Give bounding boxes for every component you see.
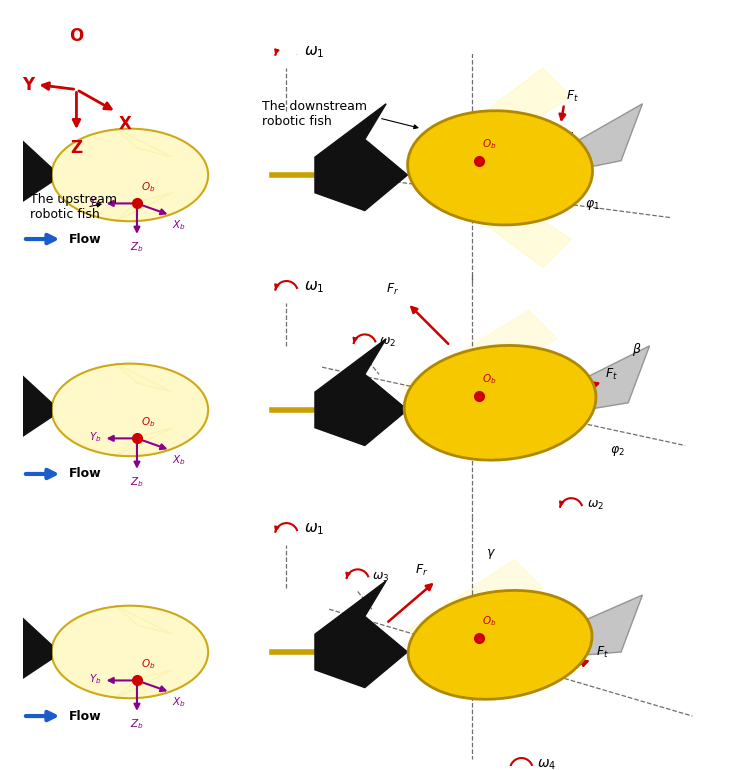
Text: $O_b$: $O_b$: [482, 373, 497, 387]
Ellipse shape: [408, 111, 593, 225]
Text: $Y_b$: $Y_b$: [89, 195, 102, 209]
Text: $\varphi_1$: $\varphi_1$: [585, 198, 600, 212]
Text: Flow: Flow: [69, 233, 102, 246]
Text: $\omega_1$: $\omega_1$: [304, 44, 324, 59]
Text: $X_b$: $X_b$: [172, 454, 186, 467]
Polygon shape: [116, 129, 173, 157]
Text: Flow: Flow: [69, 467, 102, 480]
Text: $Z_b$: $Z_b$: [472, 443, 485, 457]
Ellipse shape: [51, 606, 208, 698]
Polygon shape: [315, 581, 408, 688]
Polygon shape: [528, 595, 643, 659]
Text: Z: Z: [70, 139, 82, 157]
Text: $Z_b$: $Z_b$: [472, 685, 485, 699]
Text: $F_t$: $F_t$: [565, 89, 578, 104]
Polygon shape: [408, 560, 543, 638]
Text: $O_b$: $O_b$: [482, 138, 497, 152]
Text: $Z_b$: $Z_b$: [130, 476, 143, 490]
Polygon shape: [543, 104, 643, 175]
Text: $F_r$: $F_r$: [414, 563, 428, 578]
Text: Flow: Flow: [69, 709, 102, 722]
Text: $F_t$: $F_t$: [606, 367, 618, 382]
Polygon shape: [315, 339, 408, 446]
Text: $Z_b$: $Z_b$: [472, 208, 485, 222]
Text: The downstream
robotic fish: The downstream robotic fish: [261, 100, 367, 128]
Text: $Y_b$: $Y_b$: [421, 152, 434, 166]
Text: The upstream
robotic fish: The upstream robotic fish: [30, 192, 117, 221]
Text: Y: Y: [22, 75, 34, 93]
Text: $\omega_1$: $\omega_1$: [304, 279, 324, 295]
Text: $\omega_3$: $\omega_3$: [372, 571, 390, 584]
Ellipse shape: [404, 346, 596, 460]
Text: $Y_b$: $Y_b$: [89, 430, 102, 444]
Polygon shape: [116, 363, 173, 392]
Polygon shape: [0, 602, 51, 681]
Text: $\gamma$: $\gamma$: [485, 547, 496, 561]
Text: $O_b$: $O_b$: [140, 658, 155, 671]
Text: $X_b$: $X_b$: [523, 179, 538, 193]
Text: $X_b$: $X_b$: [523, 657, 538, 671]
Polygon shape: [414, 69, 572, 164]
Text: $\alpha$: $\alpha$: [564, 129, 575, 142]
Text: $Y_b$: $Y_b$: [421, 387, 434, 401]
Text: $\omega_2$: $\omega_2$: [379, 336, 396, 349]
Polygon shape: [400, 310, 557, 396]
Text: $\omega_1$: $\omega_1$: [488, 0, 509, 2]
Text: $\varphi_2$: $\varphi_2$: [610, 444, 625, 457]
Polygon shape: [116, 427, 173, 456]
Polygon shape: [414, 172, 572, 267]
Text: $X_b$: $X_b$: [523, 414, 538, 428]
Text: $\omega_2$: $\omega_2$: [587, 499, 604, 512]
Text: $O_b$: $O_b$: [482, 614, 497, 628]
Text: $F_r$: $F_r$: [386, 281, 399, 296]
Text: O: O: [69, 27, 84, 45]
Text: $Z_b$: $Z_b$: [130, 718, 143, 731]
Text: $\omega_1$: $\omega_1$: [304, 521, 324, 537]
Polygon shape: [315, 104, 408, 210]
Polygon shape: [116, 192, 173, 221]
Text: $Y_b$: $Y_b$: [421, 629, 434, 643]
Text: $O_b$: $O_b$: [140, 180, 155, 194]
Ellipse shape: [51, 129, 208, 221]
Polygon shape: [535, 346, 649, 417]
Text: $X_b$: $X_b$: [172, 695, 186, 709]
Text: $O_b$: $O_b$: [140, 415, 155, 429]
Polygon shape: [0, 125, 51, 203]
Text: $\beta$: $\beta$: [632, 341, 642, 358]
Polygon shape: [116, 606, 173, 634]
Text: $F_t$: $F_t$: [596, 644, 609, 660]
Polygon shape: [0, 360, 51, 438]
Polygon shape: [116, 670, 173, 698]
Text: $X_b$: $X_b$: [172, 219, 186, 232]
Text: $\omega_4$: $\omega_4$: [537, 758, 556, 770]
Ellipse shape: [51, 363, 208, 456]
Text: $Z_b$: $Z_b$: [130, 241, 143, 254]
Text: X: X: [119, 116, 131, 133]
Ellipse shape: [408, 591, 592, 699]
Text: $Y_b$: $Y_b$: [89, 672, 102, 686]
